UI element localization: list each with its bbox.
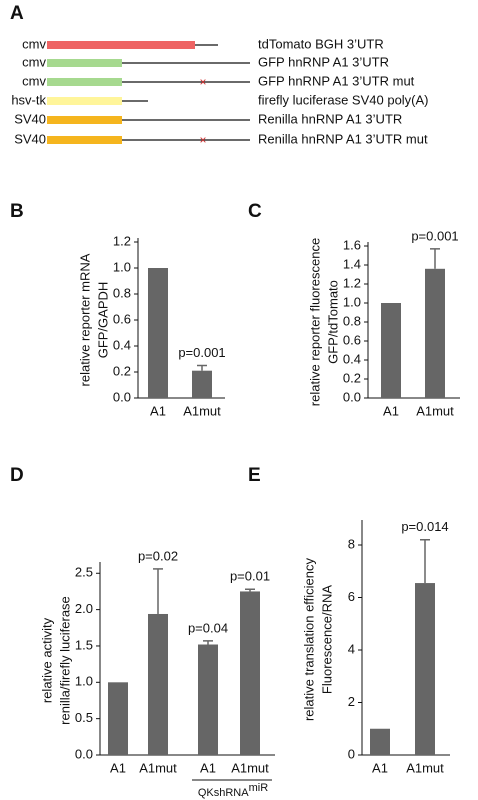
construct-bar <box>47 59 122 67</box>
y-tick-label: 0.6 <box>113 311 131 326</box>
bar <box>415 583 435 755</box>
y-tick-label: 0.0 <box>75 746 93 761</box>
group-label-sup: miR <box>249 782 269 794</box>
construct-bar <box>47 41 195 49</box>
y-tick-label: 0.4 <box>113 337 131 352</box>
y-tick-label: 0.0 <box>343 389 361 404</box>
construct-bar <box>47 116 122 124</box>
bar <box>198 644 218 755</box>
y-axis-label: GFP/GAPDH <box>95 282 110 359</box>
y-tick-label: 1.0 <box>343 294 361 309</box>
p-value: p=0.001 <box>178 345 225 360</box>
y-tick-label: 0.8 <box>343 313 361 328</box>
bar <box>240 591 260 755</box>
y-tick-label: 1.2 <box>343 275 361 290</box>
y-tick-label: 0.4 <box>343 351 361 366</box>
y-tick-label: 0.5 <box>75 710 93 725</box>
group-label-main: QKshRNA <box>198 787 249 799</box>
x-tick-label: A1 <box>110 760 126 775</box>
promoter-label: hsv-tk <box>11 92 46 107</box>
mutation-mark: × <box>199 133 206 147</box>
y-tick-label: 0.0 <box>113 389 131 404</box>
y-tick-label: 1.0 <box>75 674 93 689</box>
construct-bar <box>47 78 122 86</box>
promoter-label: SV40 <box>14 131 46 146</box>
p-value: p=0.02 <box>138 548 178 563</box>
y-tick-label: 0.2 <box>113 363 131 378</box>
x-tick-label: A1mut <box>231 760 269 775</box>
construct-description: GFP hnRNP A1 3’UTR mut <box>258 73 415 88</box>
y-axis-label: renilla/firefly luciferase <box>57 596 72 725</box>
y-tick-label: 4 <box>348 641 355 656</box>
y-tick-label: 1.5 <box>75 637 93 652</box>
construct-description: tdTomato BGH 3’UTR <box>258 36 384 51</box>
x-tick-label: A1 <box>372 760 388 775</box>
x-tick-label: A1 <box>200 760 216 775</box>
construct-description: Renilla hnRNP A1 3’UTR mut <box>258 131 428 146</box>
y-axis-label: GFP/tdTomato <box>325 280 340 364</box>
y-tick-label: 1.0 <box>113 259 131 274</box>
p-value: p=0.014 <box>401 519 448 534</box>
x-tick-label: A1mut <box>139 760 177 775</box>
promoter-label: cmv <box>22 36 46 51</box>
bar <box>381 303 401 398</box>
promoter-label: SV40 <box>14 111 46 126</box>
panel-letter: B <box>10 201 24 222</box>
construct-description: Renilla hnRNP A1 3’UTR <box>258 111 402 126</box>
x-tick-label: A1 <box>383 403 399 418</box>
x-tick-label: A1 <box>150 403 166 418</box>
y-tick-label: 0.6 <box>343 332 361 347</box>
p-value: p=0.04 <box>188 620 228 635</box>
construct-bar <box>47 97 122 105</box>
x-tick-label: A1mut <box>406 760 444 775</box>
x-tick-label: A1mut <box>416 403 454 418</box>
p-value: p=0.001 <box>411 228 458 243</box>
panel-letter: E <box>248 465 261 486</box>
y-tick-label: 1.4 <box>343 256 361 271</box>
y-tick-label: 1.6 <box>343 237 361 252</box>
panel-letter: A <box>10 3 24 24</box>
y-tick-label: 2.0 <box>75 601 93 616</box>
y-tick-label: 8 <box>348 536 355 551</box>
x-tick-label: A1mut <box>183 403 221 418</box>
bar <box>425 268 445 398</box>
mutation-mark: × <box>199 75 206 89</box>
promoter-label: cmv <box>22 73 46 88</box>
bar <box>148 613 168 755</box>
y-axis-label: relative reporter mRNA <box>77 253 92 386</box>
group-label: QKshRNAmiR <box>198 782 268 799</box>
y-tick-label: 0.8 <box>113 285 131 300</box>
y-axis-label: relative reporter fluorescence <box>307 238 322 406</box>
bar <box>370 728 390 755</box>
y-axis-label: relative activity <box>39 617 54 703</box>
y-tick-label: 0.2 <box>343 370 361 385</box>
bar <box>108 682 128 755</box>
y-tick-label: 6 <box>348 589 355 604</box>
construct-description: GFP hnRNP A1 3’UTR <box>258 54 389 69</box>
p-value: p=0.01 <box>230 569 270 584</box>
promoter-label: cmv <box>22 54 46 69</box>
construct-description: firefly luciferase SV40 poly(A) <box>258 92 429 107</box>
y-axis-label: relative translation efficiency <box>301 557 316 721</box>
bar <box>148 268 168 398</box>
panel-letter: D <box>10 465 24 486</box>
y-tick-label: 2.5 <box>75 565 93 580</box>
y-axis-label: Fluorescence/RNA <box>319 585 334 694</box>
panel-letter: C <box>248 201 262 222</box>
construct-bar <box>47 136 122 144</box>
y-tick-label: 0 <box>348 746 355 761</box>
bar <box>192 370 212 398</box>
y-tick-label: 1.2 <box>113 233 131 248</box>
y-tick-label: 2 <box>348 694 355 709</box>
